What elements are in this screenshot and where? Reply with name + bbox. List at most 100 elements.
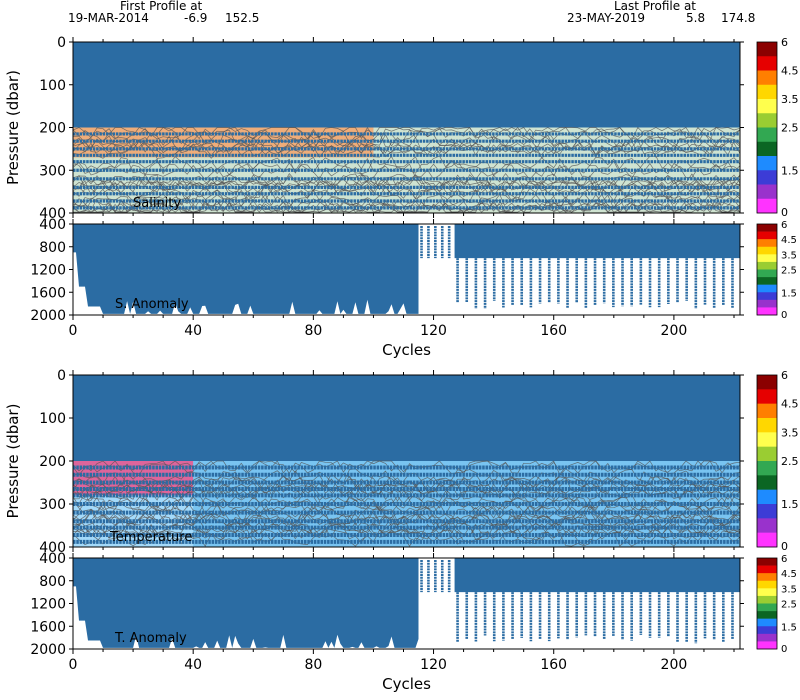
colorbar-swatch <box>757 633 777 642</box>
colorbar-swatch <box>757 611 777 619</box>
colorbar-swatch <box>757 284 777 293</box>
x-tick-labels: 0 40 80 120 160 200 <box>69 219 735 339</box>
dense-profiles <box>73 558 419 648</box>
x-axis-label: Cycles <box>382 675 431 693</box>
colorbar-swatch <box>757 403 777 419</box>
colorbar-tick-label: 2.5 <box>781 455 799 468</box>
x-tick-label: 200 <box>661 323 688 339</box>
colorbar-swatch <box>757 573 777 582</box>
colorbar-swatch <box>757 299 777 308</box>
x-tick-label: 40 <box>184 657 202 673</box>
colorbar-tick-label: 3.5 <box>781 93 799 106</box>
shallow-profile-block <box>454 558 740 593</box>
panel-label: Temperature <box>109 530 192 545</box>
y-tick-label: 1600 <box>30 285 66 301</box>
y-tick-label: 400 <box>39 540 66 556</box>
colorbar-tick-label: 6 <box>781 220 787 231</box>
colorbar-tick-label: 6 <box>781 554 787 565</box>
colorbar-tick-label: 6 <box>781 36 788 49</box>
colorbar-tick-label: 2.5 <box>781 266 797 277</box>
colorbar-swatch <box>757 99 777 114</box>
panel-label: Salinity <box>133 196 181 211</box>
colorbar: 6 4.5 3.5 2.5 1.5 0 <box>756 36 799 219</box>
colorbar-tick-label: 4.5 <box>781 235 797 246</box>
colorbar-swatch <box>757 641 777 650</box>
colorbar-swatch <box>757 375 777 390</box>
y-tick-label: 800 <box>39 240 66 256</box>
colorbar-swatch <box>757 231 777 240</box>
colorbar-swatch <box>757 113 777 128</box>
colorbar-swatch <box>757 432 777 447</box>
profile-columns <box>456 258 734 309</box>
y-tick-labels: 0 100 200 300 400 <box>39 35 744 222</box>
y-tick-label: 300 <box>39 163 66 179</box>
y-tick-label: 1200 <box>30 263 66 279</box>
colorbar-swatch <box>757 418 777 433</box>
colorbar-swatch <box>757 224 777 232</box>
colorbar-swatch <box>757 292 777 301</box>
y-tick-label: 0 <box>57 35 66 51</box>
colorbar-swatch <box>757 558 777 566</box>
colorbar-tick-label: 1.5 <box>781 164 799 177</box>
profile-columns <box>456 592 734 644</box>
first-profile-lat: -6.9 <box>184 11 207 25</box>
colorbar-swatch <box>757 389 777 404</box>
y-tick-label: 300 <box>39 497 66 513</box>
colorbar-swatch <box>757 588 777 597</box>
colorbar-swatch <box>757 565 777 574</box>
colorbar-swatch <box>757 84 777 100</box>
y-tick-label: 0 <box>57 368 66 384</box>
x-tick-label: 200 <box>661 657 688 673</box>
first-profile-label: First Profile at <box>120 0 203 13</box>
colorbar-swatch <box>757 626 777 635</box>
y-tick-labels: 400 800 1200 1600 2000 <box>30 551 744 658</box>
colorbar-tick-label: 0 <box>781 540 788 553</box>
colorbar-tick-label: 2.5 <box>781 122 799 135</box>
y-tick-label: 200 <box>39 121 66 137</box>
colorbar-swatch <box>757 127 777 143</box>
x-tick-label: 80 <box>304 323 322 339</box>
x-tick-label: 120 <box>420 657 447 673</box>
y-tick-label: 200 <box>39 454 66 470</box>
upper-profile-fill <box>73 42 740 128</box>
colorbar-swatch <box>757 198 777 214</box>
colorbar-swatch <box>757 261 777 270</box>
colorbar-tick-label: 3.5 <box>781 426 799 439</box>
x-tick-label: 0 <box>69 323 78 339</box>
colorbar-swatch <box>757 595 777 604</box>
x-tick-label: 0 <box>69 657 78 673</box>
y-tick-labels: 0 100 200 300 400 <box>39 368 744 556</box>
colorbar-tick-label: 0 <box>781 310 787 321</box>
last-profile-date: 23-MAY-2019 <box>567 11 645 25</box>
colorbar-swatch <box>757 489 777 505</box>
temperature-panel: Temperature 0 100 200 300 400 Pressure (dbar) 6… <box>4 368 799 556</box>
x-tick-label: 160 <box>540 657 567 673</box>
last-profile-lon: 174.8 <box>721 11 755 25</box>
colorbar-swatch <box>757 269 777 278</box>
deep-profile-spikes <box>420 226 451 259</box>
dense-profiles <box>73 224 419 314</box>
colorbar-tick-label: 1.5 <box>781 498 799 511</box>
colorbar-tick-label: 3.5 <box>781 584 797 595</box>
x-tick-labels: 0 40 80 120 160 200 <box>69 553 735 673</box>
y-tick-label: 800 <box>39 574 66 590</box>
shallow-profile-block <box>454 224 740 259</box>
colorbar-swatch <box>757 475 777 490</box>
colorbar-swatch <box>757 184 777 200</box>
colorbar: 6 4.5 3.5 2.5 1.5 0 <box>756 220 797 321</box>
salinity-panel: Salinity 0 100 200 300 400 Pressure (dbar) 6 4.5… <box>4 35 799 222</box>
colorbar-tick-label: 3.5 <box>781 250 797 261</box>
colorbar-swatch <box>757 254 777 263</box>
colorbar-swatch <box>757 56 777 71</box>
colorbar-swatch <box>757 504 777 519</box>
colorbar-tick-label: 4.5 <box>781 569 797 580</box>
x-tick-label: 80 <box>304 657 322 673</box>
deep-profile-spikes <box>420 560 451 593</box>
colorbar-swatch <box>757 518 777 533</box>
colorbar-tick-label: 6 <box>781 369 788 382</box>
colorbar-tick-label: 4.5 <box>781 398 799 411</box>
colorbar-tick-label: 1.5 <box>781 288 797 299</box>
last-profile-lat: 5.8 <box>686 11 705 25</box>
